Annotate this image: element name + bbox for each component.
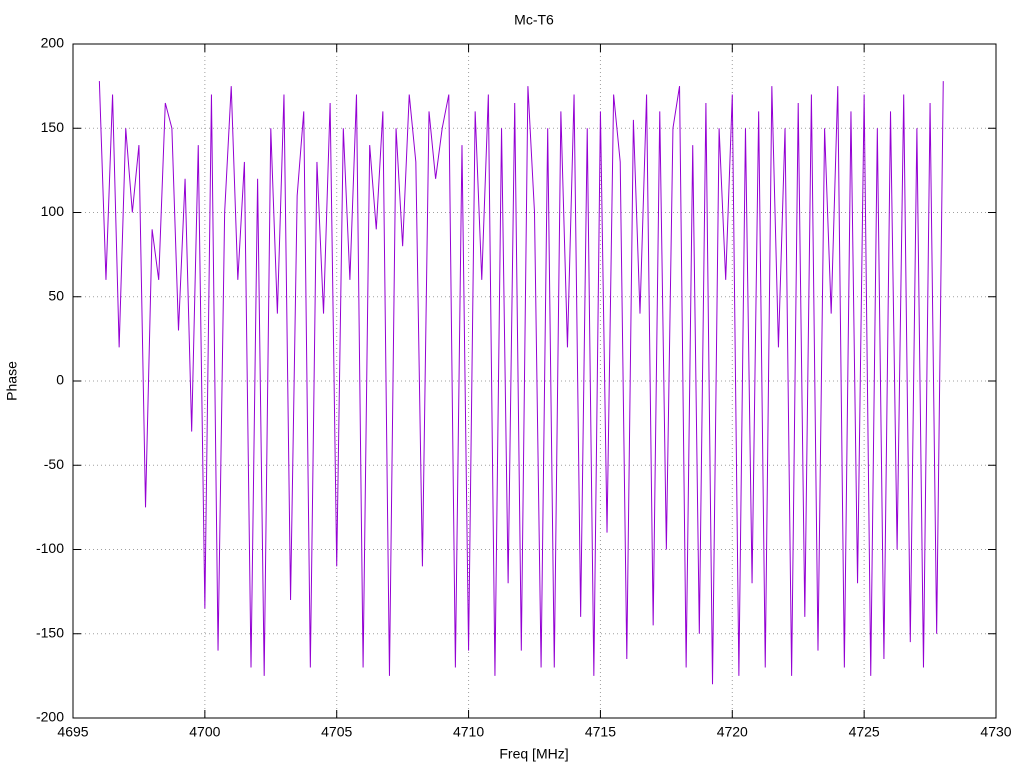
y-tick-label: -50 [44, 456, 64, 472]
x-axis-label: Freq [MHz] [499, 746, 568, 762]
x-tick-label: 4730 [980, 724, 1011, 740]
x-tick-label: 4705 [321, 724, 352, 740]
x-tick-label: 4710 [453, 724, 484, 740]
x-tick-label: 4715 [585, 724, 616, 740]
data-line [98, 81, 944, 685]
y-tick-label: 200 [41, 35, 65, 51]
y-tick-label: 0 [56, 372, 64, 388]
x-tick-label: 4725 [849, 724, 880, 740]
y-tick-label: -150 [36, 624, 64, 640]
x-tick-label: 4700 [189, 724, 220, 740]
y-tick-label: -100 [36, 540, 64, 556]
chart-title: Mc-T6 [514, 12, 554, 28]
y-tick-label: -200 [36, 709, 64, 725]
x-tick-label: 4695 [57, 724, 88, 740]
x-tick-label: 4720 [717, 724, 748, 740]
y-tick-label: 100 [41, 203, 65, 219]
plot-border [72, 43, 997, 719]
y-tick-label: 150 [41, 119, 65, 135]
y-tick-label: 50 [48, 287, 64, 303]
y-axis-label: Phase [4, 361, 20, 401]
